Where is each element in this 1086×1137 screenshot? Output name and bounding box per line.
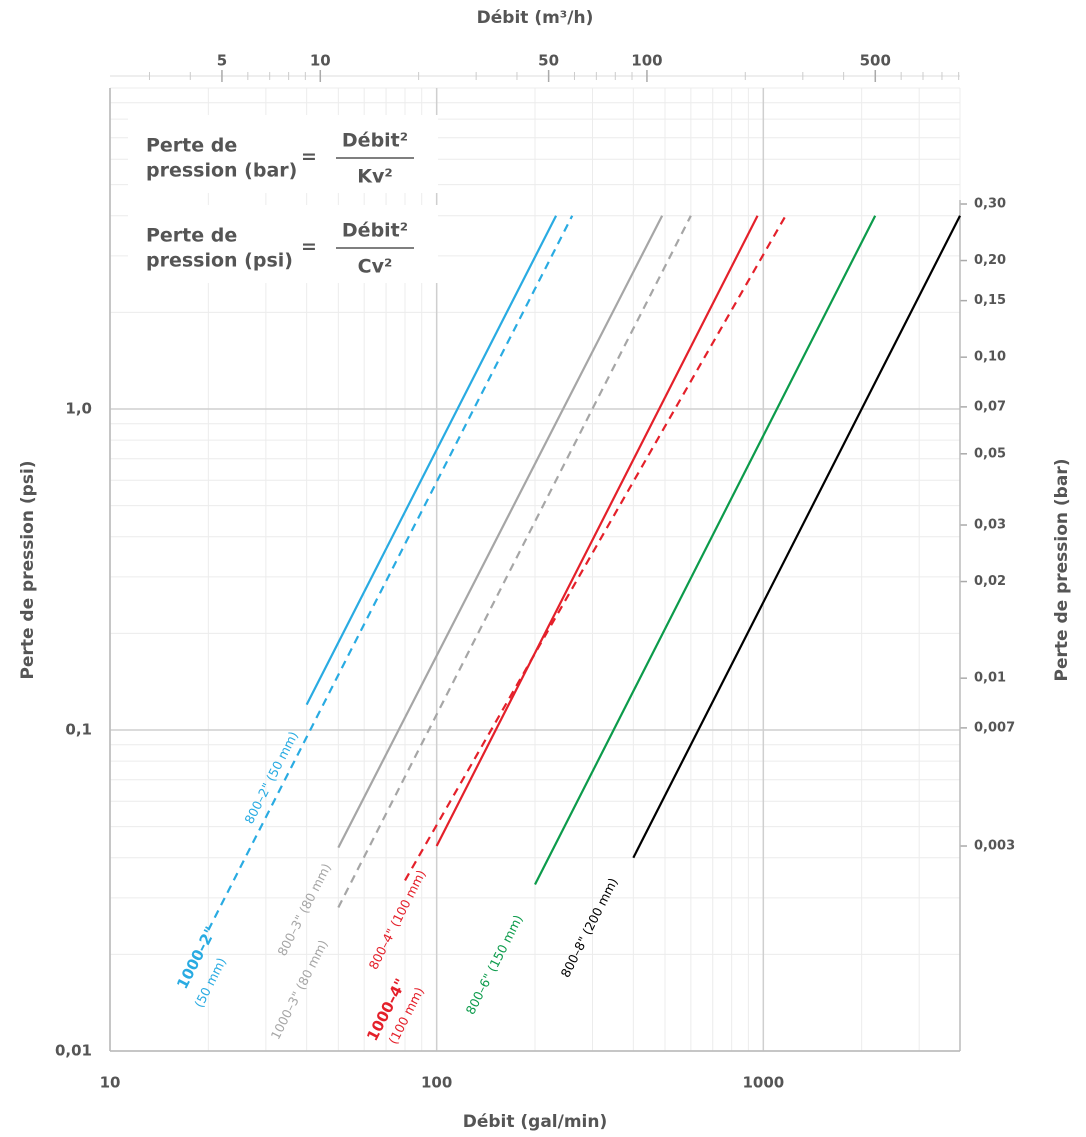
x2-tick-label: 10 [310,52,331,70]
x-tick-label: 100 [421,1074,452,1092]
y2-tick-label: 0,10 [974,350,1006,365]
x2-tick-label: 50 [538,52,559,70]
x-axis-title: Débit (gal/min) [463,1112,608,1132]
x2-tick-label: 5 [217,52,227,70]
y-tick-label: 0,1 [65,721,92,739]
series-line [305,215,558,706]
formula-denominator: Cv² [358,256,393,278]
y2-tick-label: 0,30 [974,197,1006,212]
y2-tick-label: 0,003 [974,839,1015,854]
y2-tick-label: 0,07 [974,399,1006,414]
formula-lhs: Perte de [146,135,237,157]
series-label: 800–4" (100 mm) [366,867,429,972]
series-label: 800–8" (200 mm) [558,875,621,980]
series-line [337,215,692,908]
formula-operator: = [301,146,317,168]
series-label: 800–2" (50 mm) [241,729,301,826]
y-axis-title: Perte de pression (psi) [18,460,38,679]
formula-numerator: Débit² [342,130,408,152]
x2-tick-label: 100 [631,52,662,70]
y2-tick-label: 0,02 [974,574,1006,589]
formula-box [128,205,438,283]
x2-tick-label: 500 [860,52,891,70]
y-tick-label: 0,01 [55,1042,92,1060]
series-line [632,215,961,859]
formula-lhs: pression (bar) [146,160,297,182]
formula-lhs: Perte de [146,225,237,247]
series-line [207,215,574,931]
formula-box [128,115,438,193]
y2-tick-label: 0,20 [974,253,1006,268]
formula-numerator: Débit² [342,220,408,242]
formula-lhs: pression (psi) [146,250,293,272]
x-tick-label: 1000 [742,1074,784,1092]
y2-tick-label: 0,03 [974,518,1006,533]
y2-tick-label: 0,007 [974,720,1015,735]
formula-denominator: Kv² [357,166,392,188]
series-line [435,215,759,847]
series-line [404,215,787,881]
y2-tick-label: 0,05 [974,446,1006,461]
y-tick-label: 1,0 [65,400,92,418]
x2-axis-title: Débit (m³/h) [477,8,594,28]
x-tick-label: 10 [100,1074,121,1092]
series-line [534,215,877,886]
y2-axis-title: Perte de pression (bar) [1052,459,1072,682]
formula-operator: = [301,236,317,258]
y2-tick-label: 0,15 [974,293,1006,308]
series-line [337,215,664,849]
y2-tick-label: 0,01 [974,671,1006,686]
series-label: 800–6" (150 mm) [463,912,526,1017]
